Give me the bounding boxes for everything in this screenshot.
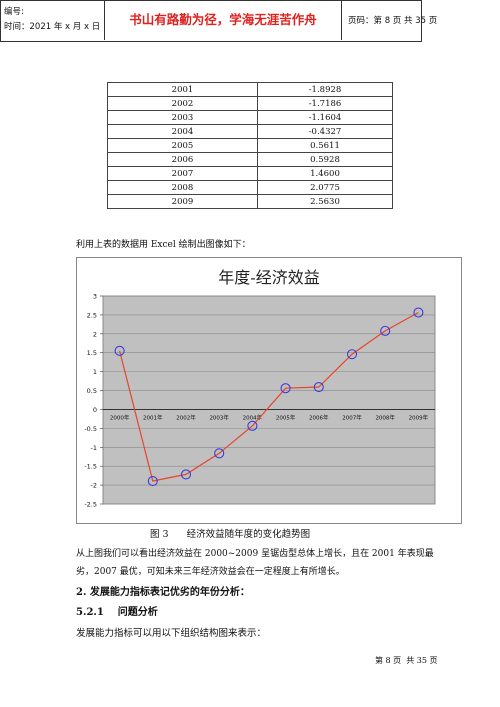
table-cell-year: 2002 — [107, 96, 258, 111]
header-page-cell: 页码：第 8 页 共 35 页 — [342, 0, 437, 40]
y-tick-label: 2.5 — [87, 311, 97, 319]
data-point — [413, 307, 424, 318]
x-tick-label: 2006年 — [309, 413, 329, 421]
data-point — [247, 420, 258, 431]
chart-container: 年度-经济效益 3 2.5 2 1.5 1 0.5 0 -0.5 -1 -1.5 -2 -2.5 2000… — [76, 257, 462, 524]
table-cell-value: 2.0775 — [257, 180, 393, 195]
figure-caption: 图 3 经济效益随年度的变化趋势图 — [150, 529, 311, 540]
header-number-label: 编号: — [4, 7, 24, 17]
x-tick-label: 2002年 — [176, 413, 196, 421]
paragraph-2: 发展能力指标可以用以下组织结构图来表示： — [76, 628, 267, 639]
table-row: 2009 2.5630 — [107, 194, 393, 209]
plot-area — [102, 295, 436, 505]
table-row: 2007 1.4600 — [107, 166, 393, 181]
table-cell-year: 2001 — [107, 82, 258, 97]
y-tick-label: 2 — [93, 330, 97, 338]
y-tick-label: -1.5 — [84, 463, 97, 471]
paragraph-line-1: 从上图我们可以看出经济效益在 2000~2009 呈锯齿型总体上增长，且在 20… — [76, 549, 434, 559]
y-tick-label: 3 — [93, 293, 97, 301]
table-row: 2005 0.5611 — [107, 138, 393, 153]
x-tick-label: 2000年 — [110, 413, 130, 421]
intro-text: 利用上表的数据用 Excel 绘制出图像如下： — [76, 240, 251, 250]
x-tick-label: 2004年 — [243, 413, 263, 421]
table-cell-year: 2004 — [107, 124, 258, 139]
y-tick-label: 1.5 — [87, 349, 97, 357]
y-tick-label: -1 — [91, 444, 97, 452]
table-cell-year: 2006 — [107, 152, 258, 167]
table-cell-year: 2009 — [107, 194, 258, 209]
page-header: 编号: 时间：2021 年 x 月 x 日 书山有路勤为径，学海无涯苦作舟 页码… — [0, 0, 437, 42]
x-tick-label: 2008年 — [375, 413, 395, 421]
data-point — [180, 469, 192, 480]
series-line — [119, 311, 419, 482]
y-tick-label: 0 — [93, 406, 97, 414]
header-meta-cell: 编号: 时间：2021 年 x 月 x 日 — [0, 0, 105, 40]
data-point — [114, 345, 125, 356]
table-row: 2003 -1.1604 — [107, 110, 393, 125]
table-cell-value: -1.8928 — [257, 82, 393, 97]
x-tick-label: 2007年 — [342, 413, 362, 421]
x-tick-label: 2005年 — [276, 413, 296, 421]
table-cell-value: 1.4600 — [257, 166, 393, 181]
table-row: 2008 2.0775 — [107, 180, 393, 195]
table-cell-value: 2.5630 — [257, 194, 393, 209]
data-table: 2001 -1.8928 2002 -1.7186 2003 -1.1604 2004 -0.… — [107, 82, 393, 209]
data-point — [147, 475, 158, 487]
table-cell-value: 0.5928 — [257, 152, 393, 167]
y-tick-label: -0.5 — [84, 425, 97, 433]
table-cell-value: -1.7186 — [257, 96, 393, 111]
line-chart: 年度-经济效益 3 2.5 2 1.5 1 0.5 0 -0.5 -1 -1.5 -2 -2.5 2000… — [84, 268, 436, 509]
table-cell-year: 2008 — [107, 180, 258, 195]
y-tick-label: -2 — [91, 482, 97, 490]
table-row: 2006 0.5928 — [107, 152, 393, 167]
table-cell-value: -1.1604 — [257, 110, 393, 125]
table-cell-year: 2005 — [107, 138, 258, 153]
data-point — [346, 349, 358, 360]
y-tick-label: -2.5 — [84, 501, 97, 509]
x-tick-label: 2001年 — [143, 413, 163, 421]
table-cell-value: -0.4327 — [257, 124, 393, 139]
table-cell-value: 0.5611 — [257, 138, 393, 153]
subsection-heading: 5.2.1 问题分析 — [76, 607, 158, 618]
header-time-label: 时间：2021 年 x 月 x 日 — [4, 22, 101, 32]
y-tick-label: 0.5 — [87, 387, 97, 395]
table-row: 2001 -1.8928 — [107, 82, 393, 97]
section-heading: 2. 发展能力指标表记优劣的年份分析： — [76, 587, 250, 598]
header-page-info: 页码：第 8 页 共 35 页 — [348, 16, 438, 26]
chart-title: 年度-经济效益 — [218, 268, 319, 287]
data-point — [214, 448, 225, 459]
paragraph-line-2: 劣，2007 最优，可知未来三年经济效益会在一定程度上有所增长。 — [76, 567, 345, 577]
table-row: 2002 -1.7186 — [107, 96, 393, 111]
table-cell-year: 2003 — [107, 110, 258, 125]
table-cell-year: 2007 — [107, 166, 258, 181]
x-tick-label: 2003年 — [209, 413, 229, 421]
x-tick-label: 2009年 — [409, 413, 429, 421]
header-motto: 书山有路勤为径，学海无涯苦作舟 — [105, 0, 342, 40]
page-footer: 第 8 页 共 35 页 — [375, 656, 438, 665]
y-tick-label: 1 — [93, 368, 97, 376]
data-point — [313, 381, 324, 393]
data-point — [280, 383, 291, 394]
table-row: 2004 -0.4327 — [107, 124, 393, 139]
data-point — [380, 325, 391, 336]
